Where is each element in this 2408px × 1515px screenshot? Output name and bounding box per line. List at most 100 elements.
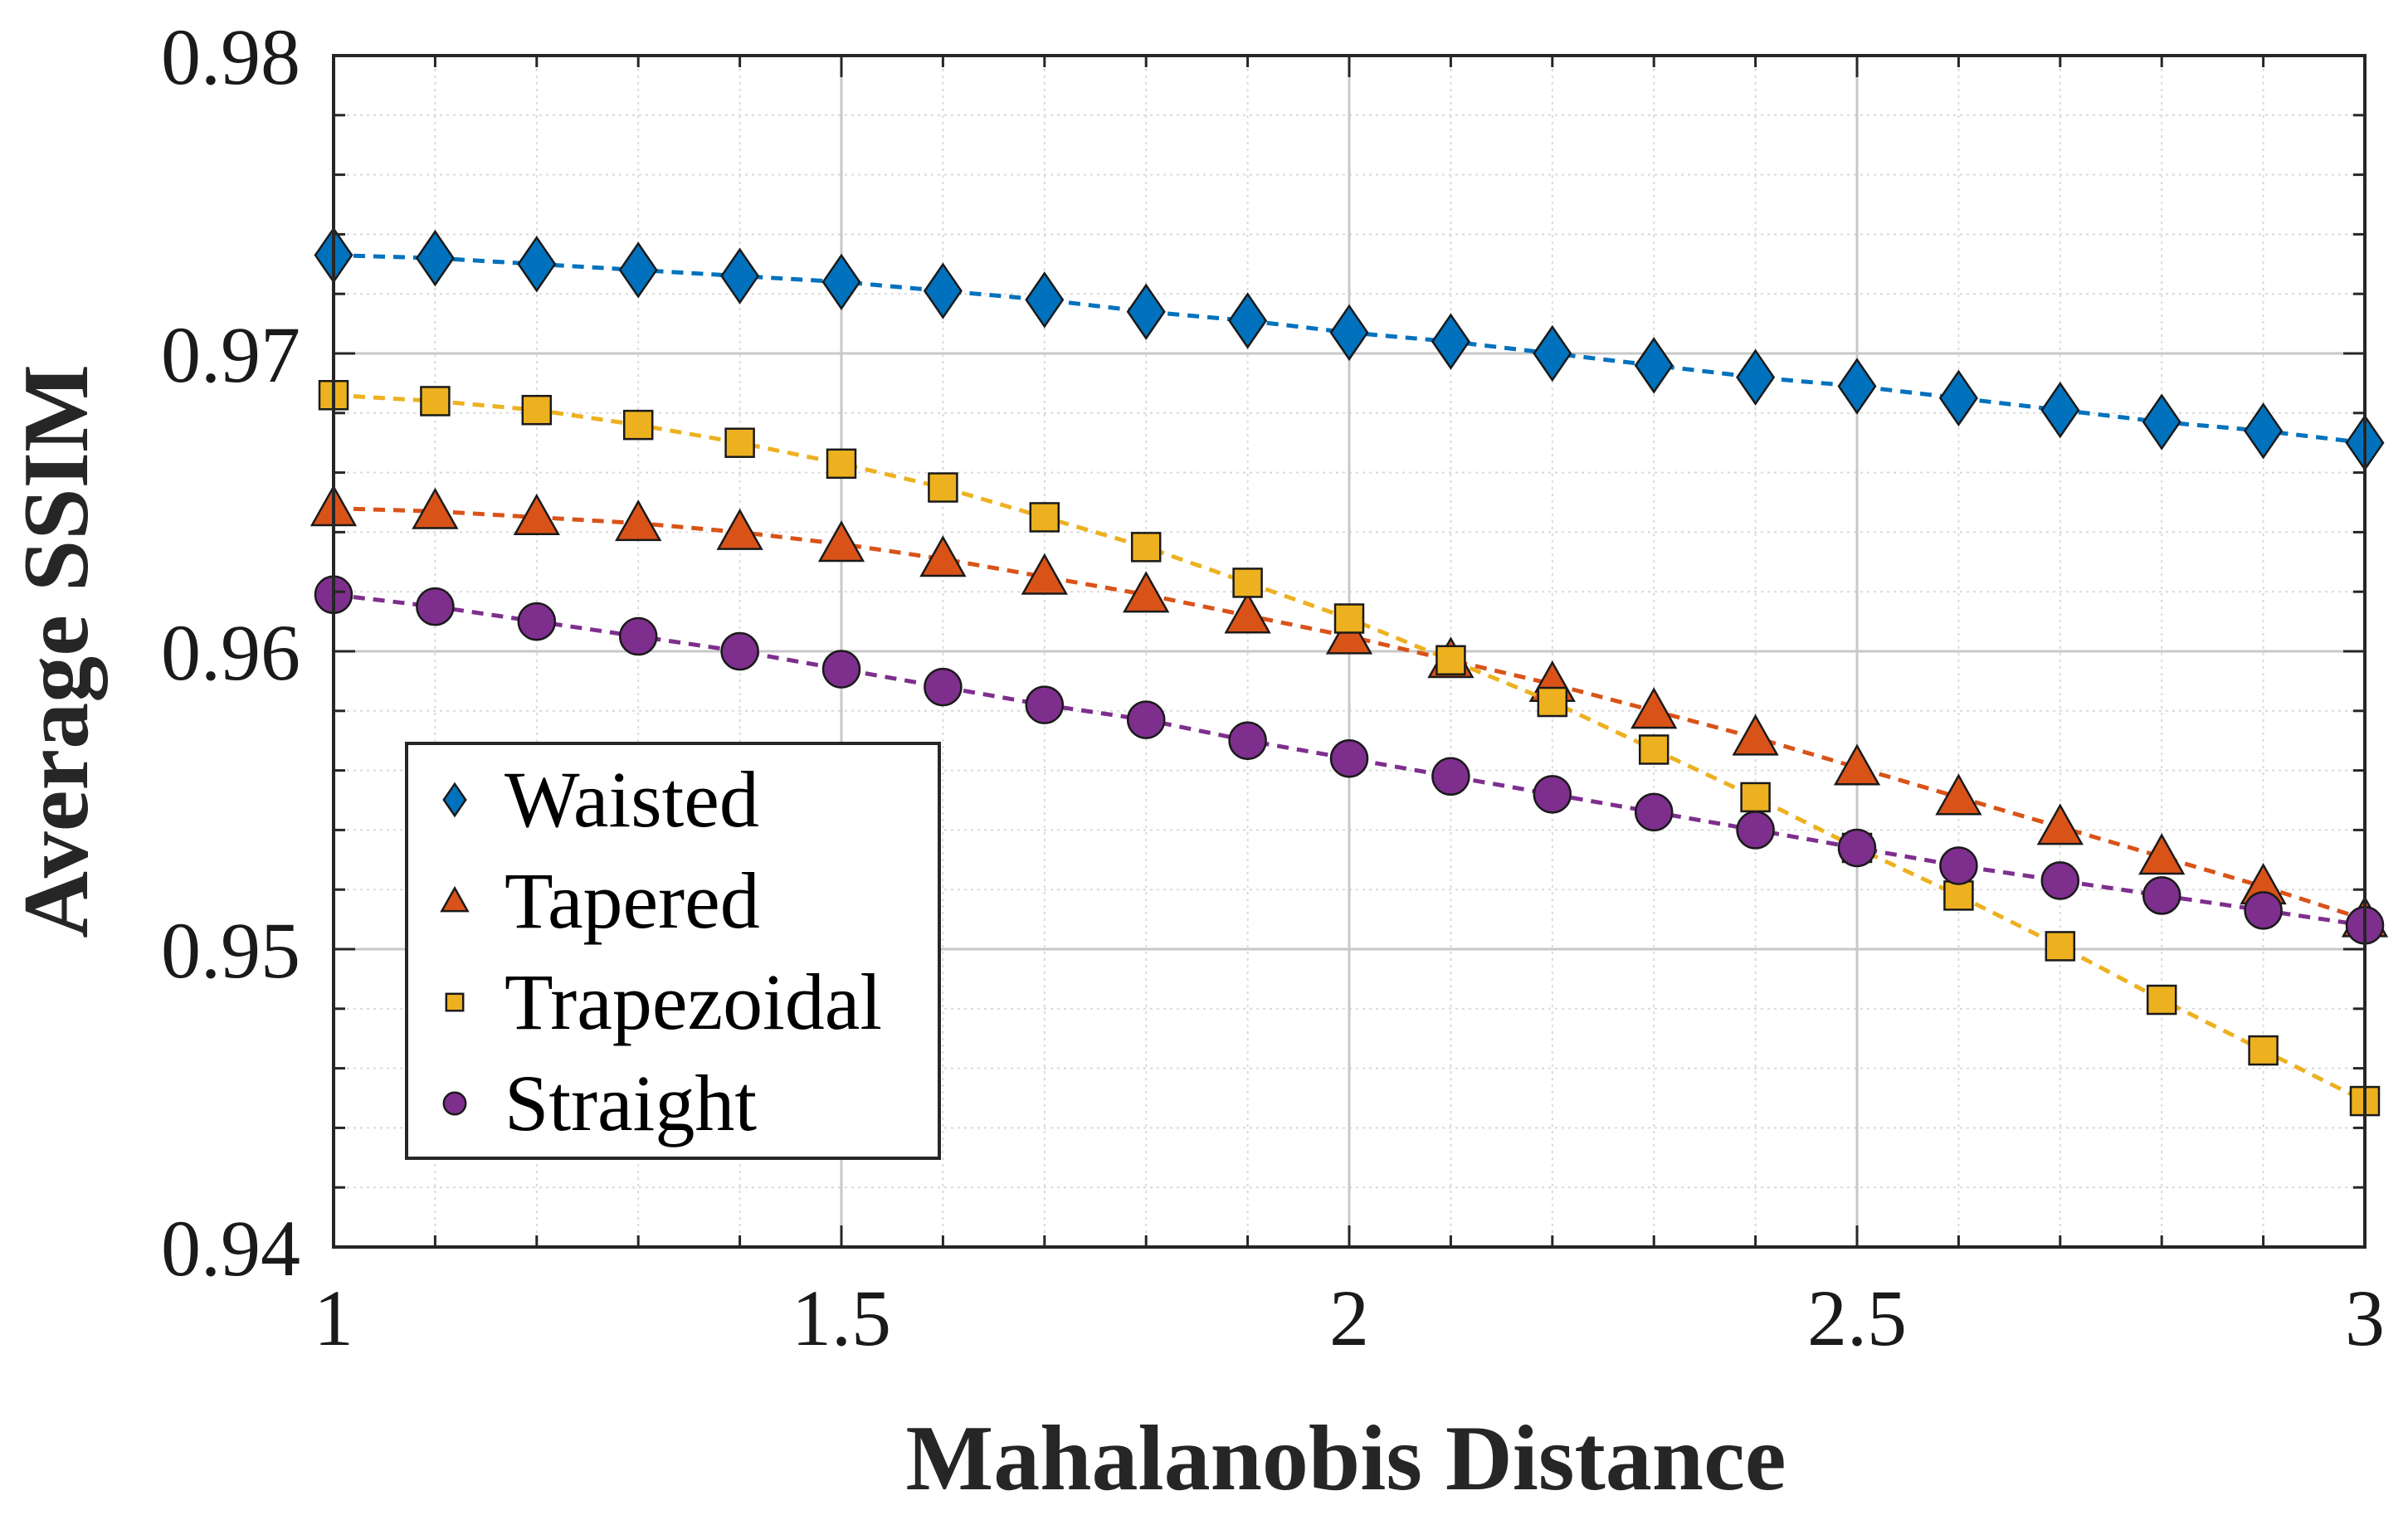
legend-marker-trapezoidal bbox=[445, 992, 465, 1012]
data-point-waisted bbox=[923, 262, 963, 319]
data-point-waisted bbox=[1837, 358, 1877, 415]
y-tick-label: 0.95 bbox=[161, 906, 300, 995]
data-point-straight bbox=[1431, 757, 1470, 796]
y-tick-label: 0.98 bbox=[161, 12, 300, 101]
y-tick-label: 0.94 bbox=[161, 1204, 300, 1293]
data-point-tapered bbox=[919, 535, 967, 577]
data-point-tapered bbox=[1021, 553, 1068, 595]
data-point-straight bbox=[1533, 775, 1572, 814]
data-point-waisted bbox=[2244, 402, 2284, 460]
legend-box bbox=[405, 742, 941, 1160]
data-point-waisted bbox=[1228, 292, 1268, 349]
data-point-tapered bbox=[1325, 612, 1373, 655]
data-point-trapezoidal bbox=[420, 386, 451, 417]
data-point-tapered bbox=[716, 508, 763, 550]
x-tick-label: 1 bbox=[314, 1274, 353, 1362]
data-point-trapezoidal bbox=[1740, 782, 1771, 813]
data-point-waisted bbox=[2040, 382, 2080, 439]
data-point-trapezoidal bbox=[928, 472, 958, 503]
data-point-straight bbox=[1025, 685, 1065, 724]
data-point-straight bbox=[416, 587, 455, 626]
data-point-waisted bbox=[1533, 324, 1572, 382]
data-point-waisted bbox=[1126, 283, 1166, 340]
data-point-tapered bbox=[1833, 743, 1881, 786]
data-point-tapered bbox=[817, 520, 865, 563]
data-point-waisted bbox=[1431, 313, 1470, 370]
x-tick-label: 2 bbox=[1329, 1274, 1369, 1362]
legend-marker-tapered bbox=[440, 885, 470, 913]
data-point-waisted bbox=[618, 241, 658, 299]
series-line-straight bbox=[333, 592, 2366, 928]
data-point-trapezoidal bbox=[622, 409, 654, 441]
x-tick-label: 2.5 bbox=[1807, 1274, 1907, 1362]
axes bbox=[332, 54, 2367, 1249]
legend-label-trapezoidal: Trapezoidal bbox=[505, 957, 882, 1046]
data-point-trapezoidal bbox=[2045, 931, 2076, 962]
data-point-straight bbox=[1126, 700, 1166, 739]
legend-label-straight: Straight bbox=[505, 1059, 757, 1147]
data-point-straight bbox=[1939, 846, 1978, 885]
legend-label-tapered: Tapered bbox=[505, 856, 760, 945]
tick-labels: 1 1.5 2 2.5 3 0.94 0.95 0.96 0.97 0.98 bbox=[161, 12, 2385, 1362]
data-point-tapered bbox=[2036, 803, 2084, 845]
data-point-straight bbox=[1736, 811, 1775, 850]
data-point-tapered bbox=[513, 493, 560, 535]
data-point-trapezoidal bbox=[1333, 603, 1365, 634]
y-tick-label: 0.96 bbox=[161, 608, 300, 697]
data-point-waisted bbox=[1025, 271, 1065, 329]
legend: Waisted Tapered Trapezoidal Straight bbox=[405, 742, 941, 1160]
data-point-straight bbox=[2040, 861, 2080, 900]
data-series bbox=[310, 227, 2389, 1117]
data-point-trapezoidal bbox=[1130, 532, 1162, 563]
legend-label-waisted: Waisted bbox=[505, 755, 759, 844]
data-point-trapezoidal bbox=[724, 427, 755, 458]
data-point-straight bbox=[517, 602, 557, 641]
data-point-waisted bbox=[2142, 393, 2181, 451]
data-point-straight bbox=[924, 667, 963, 707]
data-point-tapered bbox=[1224, 592, 1271, 634]
data-point-straight bbox=[618, 616, 658, 656]
data-point-trapezoidal bbox=[2248, 1035, 2279, 1066]
data-point-straight bbox=[1228, 721, 1267, 760]
data-point-waisted bbox=[1329, 304, 1369, 362]
data-point-tapered bbox=[615, 499, 662, 542]
data-point-trapezoidal bbox=[2146, 984, 2177, 1016]
y-axis-title: Average SSIM bbox=[5, 364, 108, 938]
series-waisted bbox=[314, 227, 2385, 471]
data-point-straight bbox=[1837, 828, 1877, 868]
data-point-trapezoidal bbox=[1638, 734, 1670, 765]
data-point-straight bbox=[1634, 792, 1674, 832]
data-point-tapered bbox=[2138, 833, 2186, 875]
data-point-straight bbox=[1329, 738, 1369, 778]
data-point-waisted bbox=[720, 247, 760, 304]
data-point-waisted bbox=[1938, 369, 1978, 427]
data-point-trapezoidal bbox=[521, 394, 553, 426]
data-point-trapezoidal bbox=[1537, 686, 1568, 718]
data-point-trapezoidal bbox=[826, 448, 857, 480]
data-point-straight bbox=[2142, 876, 2181, 915]
data-point-tapered bbox=[1631, 687, 1678, 729]
data-point-trapezoidal bbox=[1232, 568, 1263, 598]
data-point-trapezoidal bbox=[1029, 502, 1060, 533]
x-tick-label: 3 bbox=[2345, 1274, 2385, 1362]
data-point-waisted bbox=[517, 236, 557, 293]
data-point-waisted bbox=[821, 253, 861, 311]
series-trapezoidal bbox=[318, 380, 2381, 1117]
data-point-waisted bbox=[415, 229, 455, 287]
data-point-tapered bbox=[412, 487, 459, 529]
data-point-trapezoidal bbox=[1943, 880, 1974, 911]
y-tick-label: 0.97 bbox=[161, 310, 300, 399]
legend-marker-waisted bbox=[442, 782, 467, 818]
data-point-tapered bbox=[1732, 714, 1779, 756]
data-point-waisted bbox=[1634, 337, 1674, 394]
legend-marker-straight bbox=[442, 1091, 467, 1116]
data-point-tapered bbox=[1935, 773, 1982, 816]
data-point-trapezoidal bbox=[1436, 645, 1466, 676]
data-point-tapered bbox=[1123, 571, 1170, 613]
x-axis-title: Mahalanobis Distance bbox=[906, 1407, 1787, 1510]
data-point-straight bbox=[821, 650, 861, 689]
data-point-waisted bbox=[1736, 348, 1776, 406]
data-point-straight bbox=[720, 631, 759, 671]
x-tick-label: 1.5 bbox=[792, 1274, 891, 1362]
